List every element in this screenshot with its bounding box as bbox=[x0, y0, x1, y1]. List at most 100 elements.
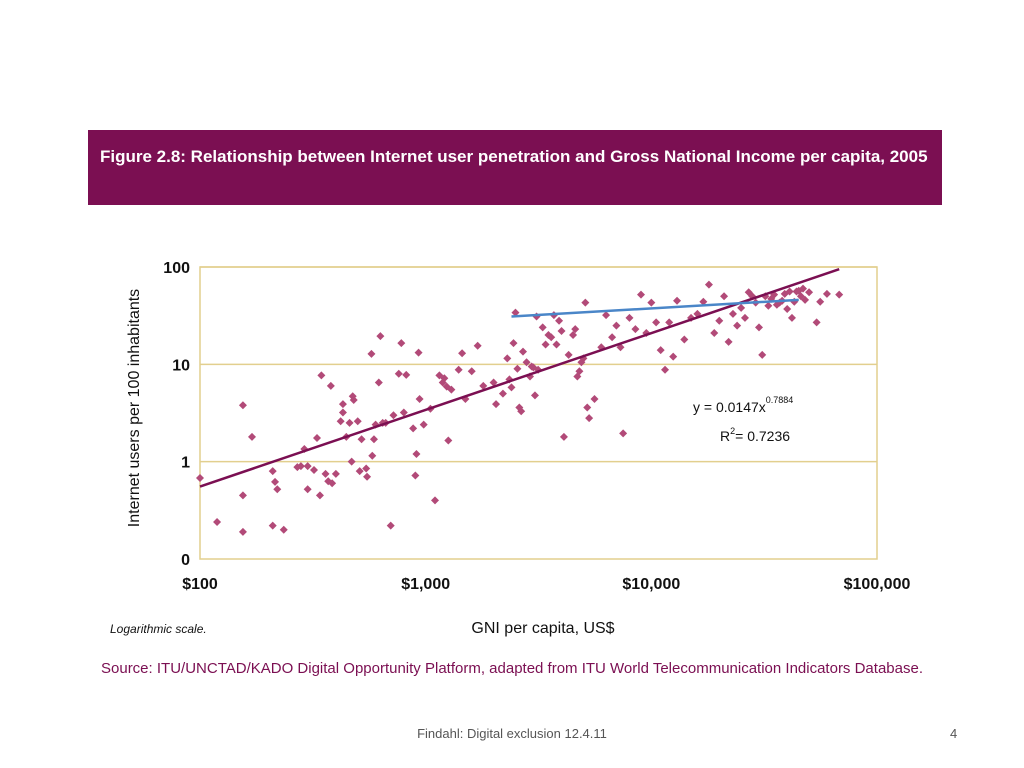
data-point bbox=[317, 371, 326, 380]
data-point bbox=[541, 340, 550, 349]
data-point bbox=[656, 346, 665, 355]
data-point bbox=[309, 466, 318, 475]
data-point bbox=[338, 400, 347, 409]
y-tick-labels: 0 1 10 100 bbox=[163, 260, 190, 569]
data-point bbox=[315, 491, 324, 500]
data-point bbox=[492, 400, 501, 409]
data-point bbox=[530, 391, 539, 400]
data-point bbox=[367, 349, 376, 358]
figure-title: Figure 2.8: Relationship between Interne… bbox=[100, 147, 928, 166]
data-point bbox=[583, 403, 592, 412]
data-point bbox=[440, 374, 449, 383]
data-point bbox=[411, 471, 420, 480]
data-point bbox=[303, 485, 312, 494]
equation-base: y = 0.0147x bbox=[693, 399, 766, 415]
data-point bbox=[268, 521, 277, 530]
data-point bbox=[374, 378, 383, 387]
data-point bbox=[513, 364, 522, 373]
data-point bbox=[444, 436, 453, 445]
data-point bbox=[331, 469, 340, 478]
data-point bbox=[764, 301, 773, 310]
log-scale-note: Logarithmic scale. bbox=[110, 622, 207, 636]
data-point bbox=[409, 424, 418, 433]
data-point bbox=[547, 333, 556, 342]
x-tick-label: $10,000 bbox=[622, 576, 680, 593]
data-point bbox=[680, 335, 689, 344]
data-point bbox=[652, 318, 661, 327]
equation-annotation: y = 0.0147x0.7884 bbox=[693, 395, 793, 415]
data-point bbox=[402, 370, 411, 379]
data-point bbox=[737, 303, 746, 312]
data-point bbox=[728, 309, 737, 318]
data-point bbox=[564, 350, 573, 359]
data-point bbox=[758, 350, 767, 359]
x-tick-label: $100 bbox=[182, 576, 218, 593]
data-points bbox=[196, 280, 844, 536]
data-point bbox=[415, 395, 424, 404]
r2-value: = 0.7236 bbox=[735, 428, 790, 444]
data-point bbox=[710, 328, 719, 337]
data-point bbox=[619, 429, 628, 438]
data-point bbox=[303, 462, 312, 471]
data-point bbox=[647, 298, 656, 307]
data-point bbox=[489, 378, 498, 387]
data-point bbox=[412, 449, 421, 458]
data-point bbox=[559, 432, 568, 441]
data-point bbox=[720, 292, 729, 301]
data-point bbox=[431, 496, 440, 505]
data-point bbox=[498, 389, 507, 398]
data-point bbox=[805, 288, 814, 297]
data-point bbox=[213, 517, 222, 526]
data-point bbox=[473, 341, 482, 350]
data-point bbox=[196, 473, 204, 482]
equation-exponent: 0.7884 bbox=[766, 395, 794, 405]
data-point bbox=[581, 298, 590, 307]
data-point bbox=[569, 331, 578, 340]
data-point bbox=[353, 417, 362, 426]
data-point bbox=[787, 313, 796, 322]
data-point bbox=[673, 296, 682, 305]
data-point bbox=[328, 479, 337, 488]
data-point bbox=[575, 367, 584, 376]
data-point bbox=[321, 469, 330, 478]
data-point bbox=[785, 287, 794, 296]
data-point bbox=[273, 485, 282, 494]
page-number: 4 bbox=[950, 726, 958, 741]
data-point bbox=[238, 527, 247, 536]
data-point bbox=[347, 457, 356, 466]
data-point bbox=[349, 396, 358, 405]
data-point bbox=[822, 289, 831, 298]
data-point bbox=[268, 467, 277, 476]
data-point bbox=[552, 340, 561, 349]
data-point bbox=[279, 525, 288, 534]
data-point bbox=[296, 462, 305, 471]
data-point bbox=[538, 323, 547, 332]
y-tick-label: 10 bbox=[172, 357, 190, 374]
data-point bbox=[740, 313, 749, 322]
data-point bbox=[454, 365, 463, 374]
data-point bbox=[326, 381, 335, 390]
data-point bbox=[397, 339, 406, 348]
data-point bbox=[313, 434, 322, 443]
data-point bbox=[519, 347, 528, 356]
data-point bbox=[637, 290, 646, 299]
fit-line-high-income bbox=[511, 298, 799, 318]
data-point bbox=[369, 435, 378, 444]
data-point bbox=[511, 308, 520, 317]
y-axis-label: Internet users per 100 inhabitants bbox=[126, 289, 143, 527]
data-point bbox=[816, 297, 825, 306]
data-point bbox=[555, 316, 564, 325]
data-point bbox=[399, 408, 408, 417]
data-point bbox=[631, 325, 640, 334]
data-point bbox=[733, 321, 742, 330]
data-point bbox=[363, 472, 372, 481]
data-point bbox=[248, 432, 257, 441]
data-point bbox=[271, 477, 280, 486]
data-point bbox=[414, 348, 423, 357]
data-point bbox=[571, 325, 580, 334]
data-point bbox=[389, 411, 398, 420]
data-point bbox=[799, 284, 808, 293]
data-point bbox=[362, 464, 371, 473]
data-point bbox=[386, 521, 395, 530]
